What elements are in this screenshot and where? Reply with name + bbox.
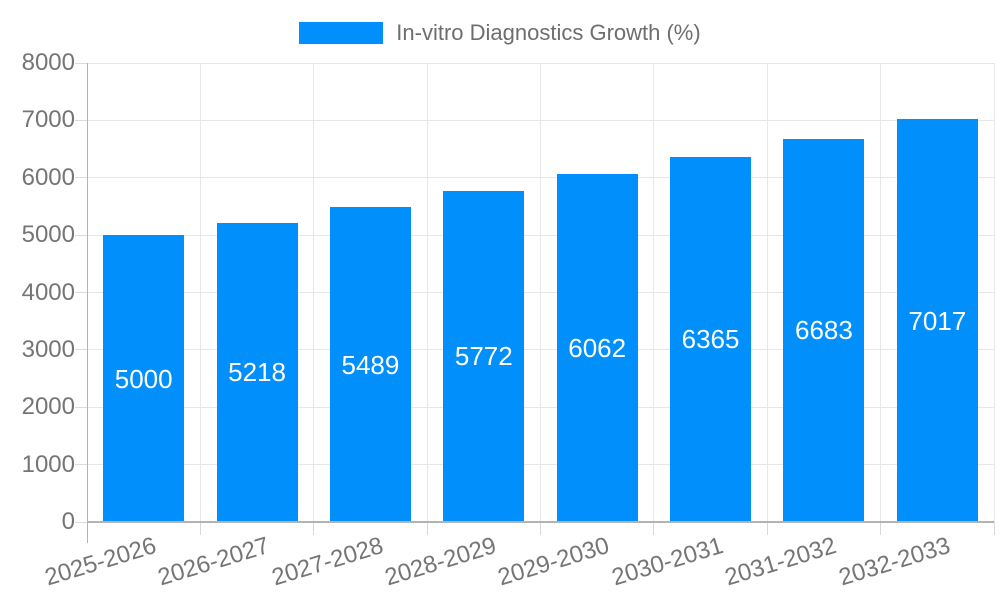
bar-value-label: 5000 — [114, 363, 173, 394]
legend-marker-swatch — [299, 22, 384, 44]
x-gridline — [880, 63, 882, 522]
bar-value-label: 6683 — [795, 315, 853, 346]
x-gridline — [653, 63, 655, 522]
y-axis-label: 4000 — [21, 278, 75, 306]
y-axis-line — [86, 63, 88, 543]
x-axis-label: 2026-2027 — [155, 532, 273, 592]
x-axis-label: 2031-2032 — [721, 532, 840, 592]
bar-value-label: 5218 — [228, 357, 286, 388]
bar-2030-2031[interactable] — [670, 156, 752, 522]
y-axis-tick — [75, 177, 87, 179]
x-axis-label: 2028-2029 — [381, 532, 500, 592]
legend-label: In-vitro Diagnostics Growth (%) — [396, 20, 701, 45]
x-axis-tick — [993, 522, 995, 535]
y-axis-tick — [75, 62, 87, 64]
bar-2026-2027[interactable] — [216, 222, 298, 522]
bar-2032-2033[interactable] — [896, 119, 978, 522]
x-axis-tick — [540, 522, 541, 535]
x-axis-tick — [766, 522, 768, 535]
x-axis-label: 2030-2031 — [608, 532, 727, 592]
legend-item[interactable]: In-vitro Diagnostics Growth (%) — [299, 20, 701, 46]
bar-value-label: 6365 — [681, 324, 740, 355]
x-axis-tick — [653, 522, 655, 535]
bar-2025-2026[interactable] — [103, 235, 185, 522]
bar-2031-2032[interactable] — [783, 138, 865, 522]
x-gridline — [766, 63, 768, 522]
y-axis-tick — [75, 406, 87, 408]
y-axis-label: 8000 — [21, 49, 75, 76]
y-axis-label: 0 — [61, 508, 75, 535]
y-axis-label: 6000 — [21, 163, 75, 191]
x-axis-line — [87, 521, 994, 523]
x-axis-label: 2032-2033 — [835, 532, 953, 592]
bar-2028-2029[interactable] — [443, 190, 525, 522]
bar-value-label: 6062 — [568, 333, 627, 364]
bar-value-label: 5489 — [341, 349, 400, 380]
x-axis-label: 2025-2026 — [41, 532, 160, 592]
x-axis-tick — [426, 522, 428, 535]
y-axis-tick — [75, 521, 87, 523]
y-axis-label: 1000 — [21, 450, 75, 478]
y-axis-label: 7000 — [21, 106, 75, 134]
bar-value-label: 5772 — [454, 341, 513, 372]
x-gridline — [313, 63, 315, 522]
x-gridline — [199, 63, 201, 522]
y-axis-tick — [75, 119, 87, 121]
x-gridline — [993, 63, 995, 522]
x-axis-tick — [313, 522, 315, 535]
y-axis-tick — [75, 349, 87, 351]
x-gridline — [540, 63, 541, 522]
x-axis-label: 2029-2030 — [495, 532, 613, 592]
y-axis-tick — [75, 464, 87, 466]
x-axis-tick — [880, 522, 882, 535]
x-gridline — [426, 63, 428, 522]
bar-2029-2030[interactable] — [556, 174, 638, 522]
x-axis-label: 2027-2028 — [268, 532, 387, 592]
x-axis-tick — [199, 522, 201, 535]
legend: In-vitro Diagnostics Growth (%) — [0, 20, 1000, 46]
bar-2027-2028[interactable] — [329, 207, 411, 522]
y-axis-label: 5000 — [21, 221, 75, 249]
y-axis-label: 3000 — [21, 335, 75, 363]
y-axis-tick — [75, 292, 87, 293]
y-axis-label: 2000 — [21, 393, 75, 421]
y-axis-tick — [75, 234, 87, 236]
bar-value-label: 7017 — [908, 305, 967, 336]
